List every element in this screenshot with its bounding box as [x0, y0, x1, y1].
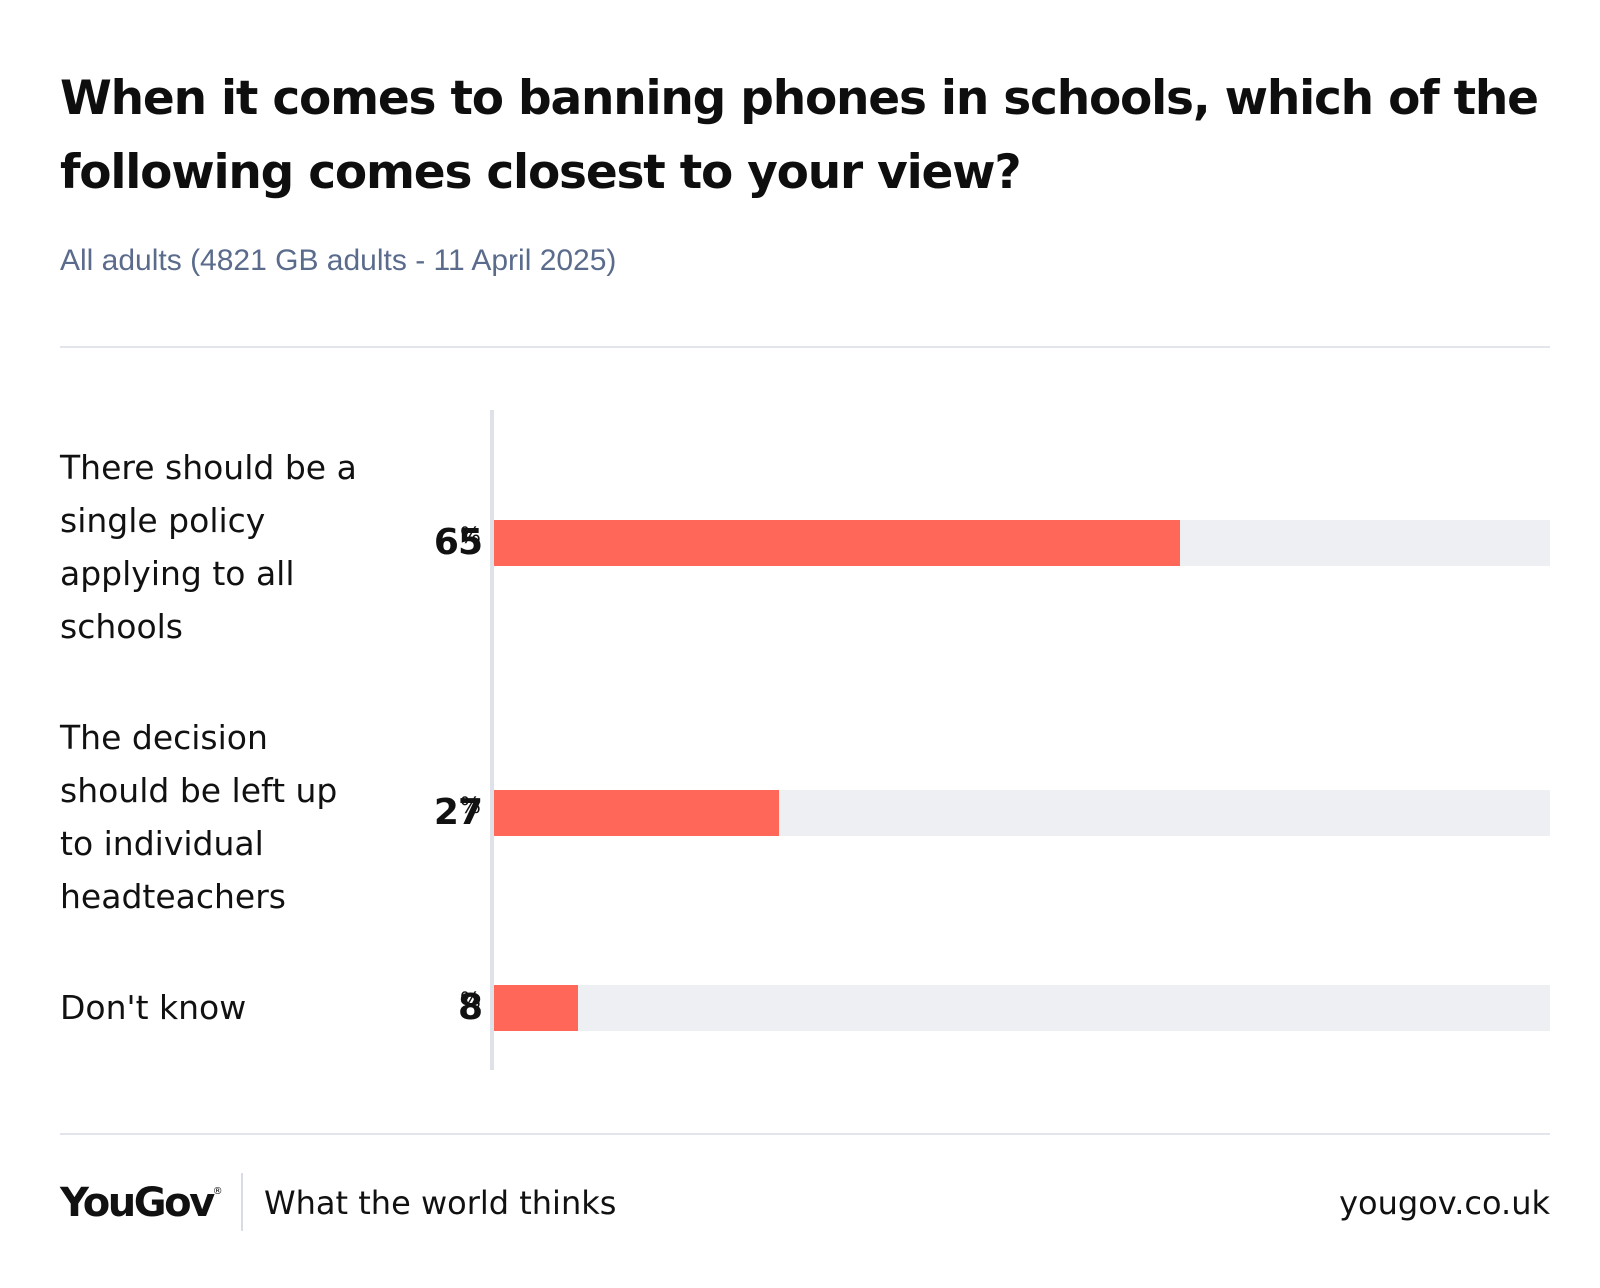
category-label: The decision should be left up to indivi…	[60, 718, 338, 916]
data-label: 8	[457, 987, 483, 1028]
data-label: 65	[433, 522, 483, 563]
bottom-divider	[60, 1133, 1550, 1135]
percent-sign: %	[460, 794, 481, 819]
bar-track	[494, 985, 1550, 1031]
bar-track	[494, 790, 1550, 836]
percent-sign: %	[460, 989, 481, 1014]
data-label: 27	[433, 792, 483, 833]
chart-subtitle: All adults (4821 GB adults - 11 April 20…	[60, 244, 617, 277]
yougov-logo: YouGov®	[60, 1180, 223, 1226]
top-divider	[60, 346, 1550, 348]
category-label: Don't know	[60, 988, 247, 1027]
bar-track	[494, 520, 1550, 566]
percent-sign: %	[460, 524, 481, 549]
chart-title: When it comes to banning phones in schoo…	[60, 71, 1539, 200]
footer-divider	[241, 1173, 243, 1231]
bar	[494, 520, 1181, 566]
bar	[494, 790, 780, 836]
footer-tagline: What the world thinks	[264, 1184, 617, 1222]
footer-url: yougov.co.uk	[1339, 1184, 1550, 1222]
category-label: There should be a single policy applying…	[60, 448, 357, 646]
axis-baseline	[490, 410, 494, 1070]
bar	[494, 985, 579, 1031]
